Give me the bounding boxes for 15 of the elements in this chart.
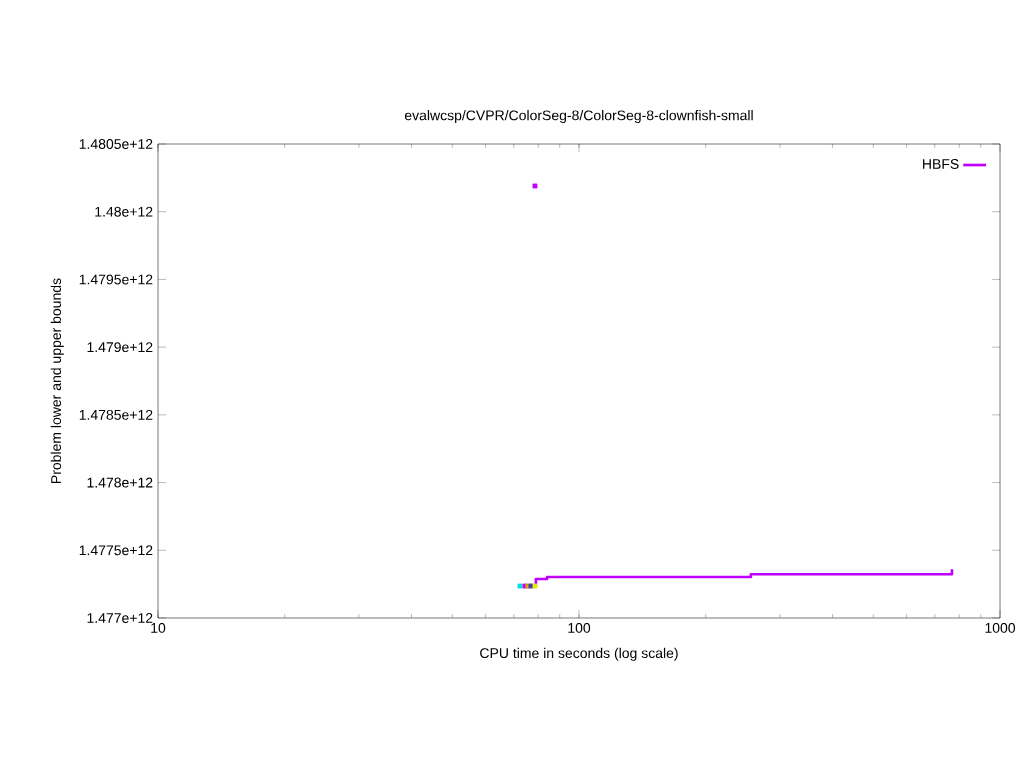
legend-label: HBFS: [923, 159, 959, 170]
x-tick-label: 100: [568, 622, 591, 633]
x-tick-label: 1000: [985, 622, 1016, 633]
x-tick-label: 10: [151, 622, 166, 633]
chart-title: evalwcsp/CVPR/ColorSeg-8/ColorSeg-8-clownfish-small: [404, 110, 753, 124]
y-tick-label: 1.4805e+12: [79, 139, 153, 149]
y-tick-label: 1.479e+12: [87, 342, 153, 353]
y-axis-title: Problem lower and upper bounds: [50, 278, 64, 483]
y-tick-label: 1.48e+12: [95, 206, 153, 217]
y-tick-label: 1.477e+12: [87, 613, 153, 623]
y-tick-label: 1.4775e+12: [79, 545, 153, 556]
x-axis-title: CPU time in seconds (log scale): [480, 647, 678, 661]
y-tick-label: 1.478e+12: [87, 477, 153, 488]
y-tick-label: 1.4785e+12: [79, 409, 153, 420]
y-tick-label: 1.4795e+12: [79, 274, 153, 285]
